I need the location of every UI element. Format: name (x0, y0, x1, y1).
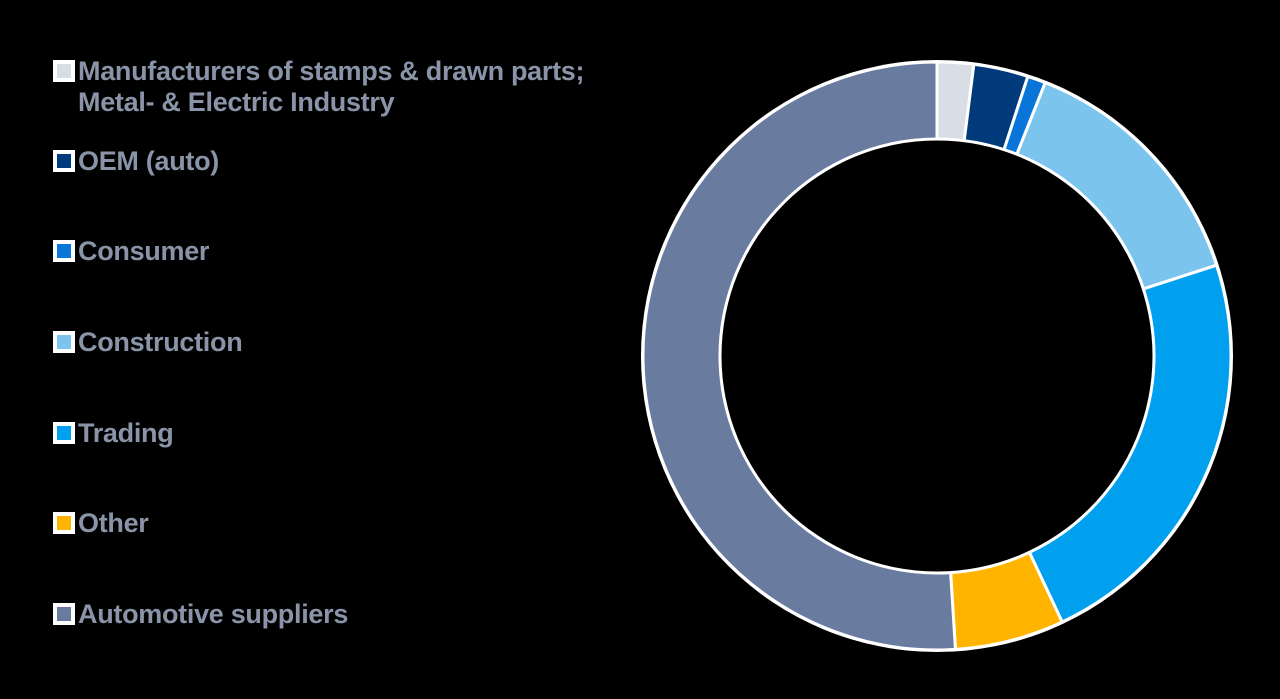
legend-label: Automotive suppliers (78, 599, 349, 629)
donut-segments (641, 60, 1233, 652)
legend-label: OEM (auto) (78, 146, 219, 176)
legend-label: Construction (78, 327, 243, 357)
legend-label: Other (78, 508, 149, 538)
legend-swatch (53, 512, 75, 534)
legend-label: Consumer (78, 236, 210, 266)
legend-swatch (53, 240, 75, 262)
legend-item-manufacturers: Manufacturers of stamps & drawn parts; M… (53, 56, 585, 118)
donut-segment (641, 60, 958, 652)
chart-legend: Manufacturers of stamps & drawn parts; M… (0, 0, 620, 699)
legend-label: Trading (78, 418, 174, 448)
legend-swatch (53, 150, 75, 172)
legend-item-other: Other (53, 508, 149, 539)
legend-item-trading: Trading (53, 418, 174, 449)
legend-item-consumer: Consumer (53, 236, 209, 267)
legend-swatch (53, 60, 75, 82)
legend-swatch (53, 603, 75, 625)
legend-item-automotive: Automotive suppliers (53, 599, 348, 630)
legend-label: Manufacturers of stamps & drawn parts; M… (78, 56, 585, 117)
legend-swatch (53, 422, 75, 444)
legend-item-oem: OEM (auto) (53, 146, 219, 177)
legend-item-construction: Construction (53, 327, 243, 358)
legend-swatch (53, 331, 75, 353)
